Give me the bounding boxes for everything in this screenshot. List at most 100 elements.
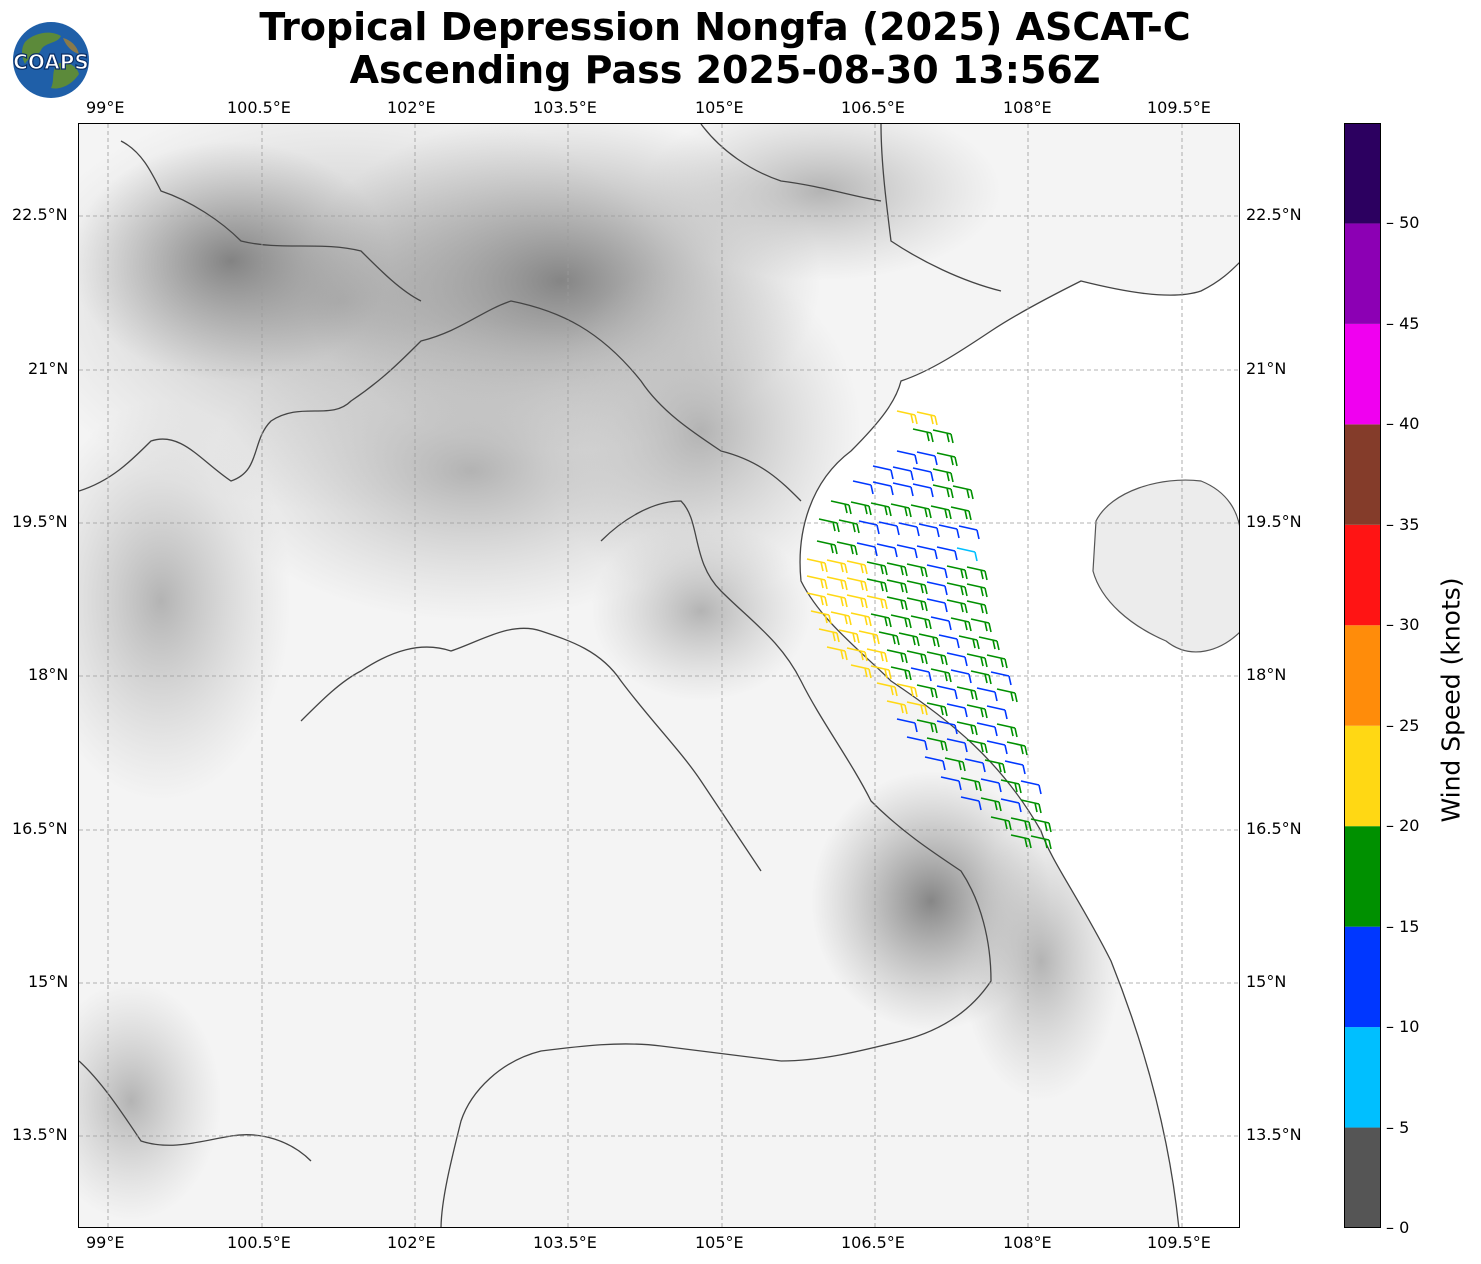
colorbar-bin (1344, 725, 1381, 827)
right-lat-tick: 15°N (1246, 972, 1287, 991)
wind-barb (1030, 835, 1052, 850)
colorbar-bin (1344, 123, 1381, 224)
wind-barb (896, 718, 918, 733)
wind-barb (806, 558, 828, 573)
left-lat-tick: 22.5°N (12, 205, 68, 224)
wind-barb (946, 652, 968, 667)
wind-barb (898, 632, 920, 647)
chart-title-line1: Tropical Depression Nongfa (2025) ASCAT-… (259, 5, 1191, 49)
wind-barb (1030, 818, 1052, 833)
wind-barb (966, 704, 988, 719)
wind-barb (966, 653, 988, 668)
colorbar-tick-label: – 5 (1386, 1117, 1410, 1137)
wind-barb (886, 649, 908, 664)
wind-barb (960, 777, 982, 792)
map-canvas[interactable] (79, 124, 1240, 1228)
wind-barb (878, 631, 900, 646)
wind-barb (960, 796, 982, 811)
wind-barb (876, 543, 898, 558)
wind-barb (956, 686, 978, 701)
left-lat-tick: 19.5°N (12, 512, 68, 531)
wind-barb (936, 546, 958, 561)
wind-barb (906, 650, 928, 665)
wind-barb (846, 577, 868, 592)
wind-barb (932, 429, 954, 444)
wind-barb (926, 702, 948, 717)
wind-barb (946, 599, 968, 614)
wind-barb (1020, 799, 1042, 814)
wind-barb (986, 654, 1008, 669)
wind-barb (976, 722, 998, 737)
bottom-lon-tick: 109.5°E (1147, 1233, 1211, 1252)
map-panel[interactable] (78, 123, 1240, 1228)
wind-barb (838, 629, 860, 644)
wind-barb (896, 544, 918, 559)
wind-barb (830, 611, 852, 626)
wind-barb (966, 739, 988, 754)
wind-barb (918, 523, 940, 538)
globe-logo-icon: COAPS (13, 22, 89, 98)
wind-barb (912, 428, 934, 443)
colorbar-bin (1344, 524, 1381, 626)
bottom-lon-tick: 105°E (695, 1233, 744, 1252)
bottom-lon-tick: 103.5°E (533, 1233, 597, 1252)
wind-barb (1010, 817, 1032, 832)
wind-barb (806, 592, 828, 607)
wind-barb (950, 669, 972, 684)
colorbar-tick-label: – 45 (1386, 313, 1420, 333)
bottom-lon-tick: 102°E (387, 1233, 436, 1252)
wind-barb (990, 671, 1012, 686)
wind-barb (946, 582, 968, 597)
wind-barb (890, 503, 912, 518)
wind-barb (870, 613, 892, 628)
colorbar-canvas (1344, 123, 1381, 1228)
wind-barb (926, 598, 948, 613)
wind-barb (892, 482, 914, 497)
right-lat-tick: 16.5°N (1246, 819, 1302, 838)
wind-barb (1000, 779, 1022, 794)
bottom-lon-tick: 100.5°E (227, 1233, 291, 1252)
wind-barb (958, 635, 980, 650)
bottom-lon-tick: 99°E (86, 1233, 125, 1252)
wind-barb (850, 501, 872, 516)
wind-barb (926, 651, 948, 666)
bottom-lon-tick: 106.5°E (841, 1233, 905, 1252)
bottom-lon-tick: 108°E (1003, 1233, 1052, 1252)
wind-barb (846, 647, 868, 662)
wind-barb (856, 542, 878, 557)
wind-barb (826, 559, 848, 574)
colorbar-tick-label: – 25 (1386, 715, 1420, 735)
colorbar-bin (1344, 1127, 1381, 1228)
wind-barb (892, 466, 914, 481)
wind-barb (810, 610, 832, 625)
wind-barb (906, 563, 928, 578)
wind-barb (866, 648, 888, 663)
wind-barb (952, 485, 974, 500)
left-lat-tick: 16.5°N (12, 819, 68, 838)
wind-barb (980, 778, 1002, 793)
top-lon-tick: 108°E (1003, 98, 1052, 117)
wind-barb (936, 720, 958, 735)
top-lon-tick: 109.5°E (1147, 98, 1211, 117)
wind-barb (926, 737, 948, 752)
wind-barb (896, 683, 918, 698)
right-lat-tick: 22.5°N (1246, 205, 1302, 224)
wind-barb (858, 630, 880, 645)
chart-title-line2: Ascending Pass 2025-08-30 13:56Z (349, 48, 1101, 92)
wind-barb (1000, 798, 1022, 813)
wind-barb (806, 575, 828, 590)
colorbar-tick-label: – 10 (1386, 1017, 1420, 1037)
wind-barb (906, 701, 928, 716)
colorbar-bin (1344, 1027, 1381, 1128)
wind-barb (986, 740, 1008, 755)
wind-barb (980, 797, 1002, 812)
wind-barb (930, 505, 952, 520)
colorbar-label-text: Wind Speed (knots) (1436, 577, 1466, 823)
wind-barb (870, 665, 892, 680)
wind-barb (830, 500, 852, 515)
wind-barb (946, 703, 968, 718)
wind-barb (866, 561, 888, 576)
wind-barb (926, 581, 948, 596)
wind-barb (886, 596, 908, 611)
wind-barb (850, 664, 872, 679)
